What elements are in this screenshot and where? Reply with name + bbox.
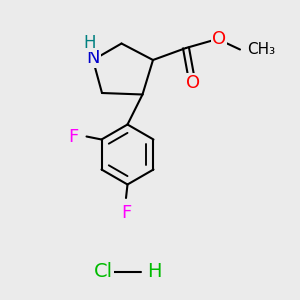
Text: H: H [83,34,96,52]
Text: F: F [68,128,79,146]
Text: H: H [147,262,162,281]
Text: F: F [121,204,131,222]
Text: O: O [212,30,226,48]
Text: Cl: Cl [94,262,113,281]
Text: N: N [86,50,100,68]
Text: CH₃: CH₃ [248,42,276,57]
Text: O: O [186,74,201,92]
